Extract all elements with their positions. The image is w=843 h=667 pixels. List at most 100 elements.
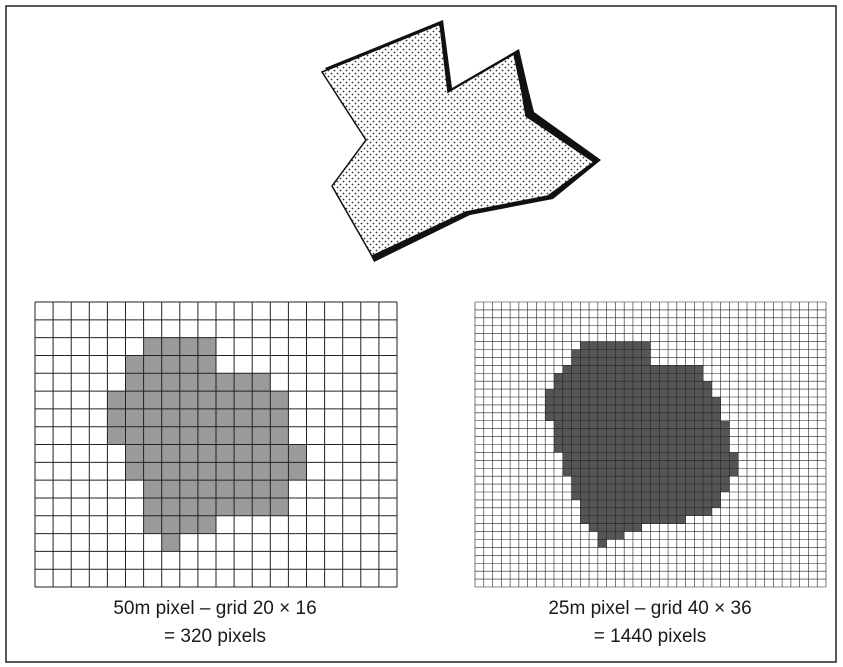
filled-pixel <box>668 420 677 429</box>
filled-pixel <box>668 468 677 477</box>
filled-pixel <box>632 484 642 492</box>
filled-pixel <box>597 452 607 461</box>
filled-pixel <box>659 460 669 469</box>
filled-pixel <box>606 365 616 374</box>
filled-pixel <box>720 444 730 453</box>
filled-pixel <box>624 404 633 413</box>
filled-pixel <box>632 349 642 358</box>
filled-pixel <box>615 412 625 421</box>
filled-pixel <box>685 428 695 437</box>
filled-pixel <box>252 444 271 463</box>
filled-pixel <box>694 484 704 492</box>
filled-pixel <box>179 337 198 356</box>
filled-pixel <box>711 436 721 445</box>
filled-pixel <box>580 365 590 374</box>
filled-pixel <box>580 484 590 492</box>
filled-pixel <box>632 492 642 500</box>
filled-pixel <box>606 341 616 350</box>
filled-pixel <box>179 391 198 409</box>
filled-pixel <box>641 515 651 524</box>
filled-pixel <box>668 373 677 382</box>
filled-pixel <box>703 492 712 500</box>
filled-pixel <box>597 484 607 492</box>
filled-pixel <box>197 426 216 445</box>
filled-pixel <box>615 452 625 461</box>
filled-pixel <box>580 341 590 350</box>
filled-pixel <box>125 355 144 374</box>
filled-pixel <box>720 468 730 477</box>
filled-pixel <box>624 507 633 516</box>
filled-pixel <box>125 444 144 463</box>
filled-pixel <box>624 420 633 429</box>
filled-pixel <box>624 357 633 366</box>
filled-pixel <box>650 436 660 445</box>
filled-pixel <box>161 391 180 409</box>
filled-pixel <box>589 357 598 366</box>
filled-pixel <box>553 436 563 445</box>
filled-pixel <box>676 373 686 382</box>
filled-pixel <box>553 381 563 390</box>
filled-pixel <box>650 365 660 374</box>
filled-pixel <box>632 381 642 390</box>
filled-pixel <box>694 389 704 397</box>
filled-pixel <box>685 373 695 382</box>
filled-pixel <box>703 468 712 477</box>
filled-pixel <box>694 507 704 516</box>
filled-pixel <box>650 460 660 469</box>
filled-pixel <box>624 452 633 461</box>
filled-pixel <box>252 497 271 516</box>
filled-pixel <box>650 428 660 437</box>
filled-pixel <box>216 391 235 409</box>
filled-pixel <box>597 468 607 477</box>
filled-pixel <box>606 452 616 461</box>
filled-pixel <box>659 452 669 461</box>
filled-pixel <box>632 341 642 350</box>
filled-pixel <box>720 436 730 445</box>
filled-pixel <box>589 507 598 516</box>
filled-pixel <box>234 462 253 481</box>
filled-pixel <box>650 515 660 524</box>
filled-pixel <box>580 468 590 477</box>
filled-pixel <box>234 497 253 516</box>
filled-pixel <box>143 391 162 409</box>
filled-pixel <box>676 397 686 405</box>
filled-pixel <box>685 397 695 405</box>
filled-pixel <box>216 444 235 463</box>
filled-pixel <box>571 444 581 453</box>
filled-pixel <box>562 428 572 437</box>
filled-pixel <box>589 404 598 413</box>
filled-pixel <box>197 373 216 392</box>
filled-pixel <box>676 412 686 421</box>
filled-pixel <box>270 497 289 516</box>
filled-pixel <box>562 373 572 382</box>
filled-pixel <box>589 492 598 500</box>
filled-pixel <box>659 468 669 477</box>
filled-pixel <box>711 492 721 500</box>
filled-pixel <box>580 460 590 469</box>
filled-pixel <box>632 389 642 397</box>
filled-pixel <box>694 404 704 413</box>
filled-pixel <box>270 444 289 463</box>
filled-pixel <box>641 420 651 429</box>
filled-pixel <box>703 444 712 453</box>
filled-pixel <box>143 462 162 481</box>
filled-pixel <box>668 436 677 445</box>
filled-pixel <box>624 484 633 492</box>
filled-pixel <box>676 389 686 397</box>
filled-pixel <box>685 460 695 469</box>
filled-pixel <box>580 436 590 445</box>
filled-pixel <box>143 373 162 392</box>
filled-pixel <box>694 420 704 429</box>
filled-pixel <box>571 468 581 477</box>
filled-pixel <box>597 381 607 390</box>
filled-pixel <box>650 507 660 516</box>
filled-pixel <box>641 381 651 390</box>
filled-pixel <box>694 428 704 437</box>
filled-pixel <box>632 499 642 508</box>
filled-pixel <box>668 428 677 437</box>
filled-pixel <box>571 365 581 374</box>
filled-pixel <box>562 452 572 461</box>
filled-pixel <box>641 484 651 492</box>
filled-pixel <box>216 462 235 481</box>
filled-pixel <box>562 436 572 445</box>
